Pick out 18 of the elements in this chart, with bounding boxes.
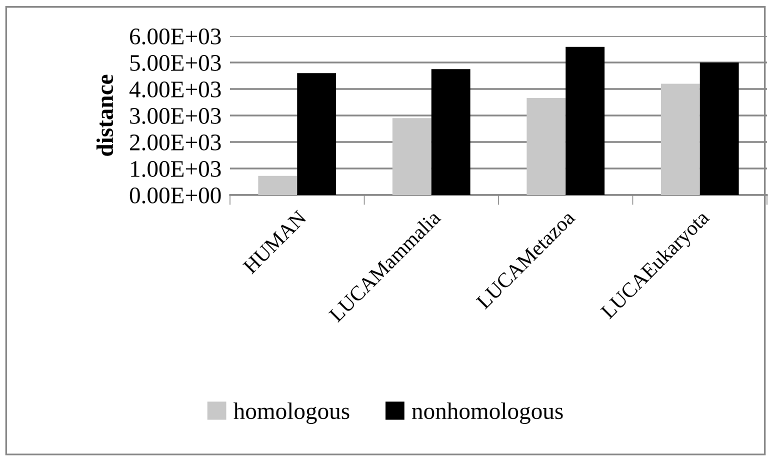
y-tick-label: 4.00E+03 — [129, 81, 221, 98]
bar — [297, 73, 336, 195]
y-tick-label: 2.00E+03 — [130, 134, 221, 151]
bar — [700, 62, 739, 195]
bar — [431, 69, 470, 195]
y-tick-label: 0.00E+00 — [130, 187, 221, 204]
y-tick-label: 6.00E+03 — [130, 28, 221, 45]
y-tick-label: 5.00E+03 — [130, 54, 221, 72]
y-axis-title: distance — [96, 74, 114, 156]
bar — [660, 84, 700, 195]
y-tick-label: 1.00E+03 — [131, 160, 221, 178]
bar — [258, 176, 298, 195]
legend-label: homologous — [234, 402, 350, 424]
bar — [566, 46, 605, 195]
y-tick-label: 3.00E+03 — [130, 108, 221, 124]
bar — [392, 118, 432, 195]
bar — [526, 98, 566, 195]
legend-label: nonhomologous — [412, 402, 563, 424]
